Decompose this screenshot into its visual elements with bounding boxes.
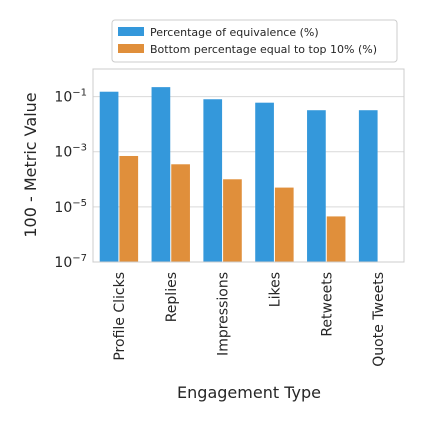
legend-label-bottom-percentage: Bottom percentage equal to top 10% (%): [150, 43, 377, 56]
plot-frame: [92, 68, 405, 263]
y-tick-label: 10−7: [54, 253, 87, 271]
y-axis-ticks: 10−7 10−5 10−3 10−1: [54, 88, 87, 271]
x-axis-ticks: Profile Clicks Replies Impressions Likes Ret…: [112, 272, 387, 367]
bar-bottom-percentage-retweets: [326, 216, 346, 262]
bar-equivalence-retweets: [307, 110, 326, 262]
x-tick-label: Impressions: [216, 272, 232, 356]
bar-bottom-percentage-profile-clicks: [119, 155, 139, 262]
legend-swatch-equivalence: [118, 27, 144, 36]
y-tick-label: 10−3: [54, 143, 87, 161]
legend-swatch-bottom-percentage: [118, 44, 144, 53]
y-tick-label: 10−5: [54, 198, 87, 216]
legend-box: [111, 19, 398, 63]
x-tick-label: Replies: [164, 272, 180, 322]
plot-area: [93, 69, 404, 262]
legend: Percentage of equivalence (%) Bottom per…: [111, 19, 398, 63]
x-tick-label: Profile Clicks: [112, 272, 128, 361]
bar-equivalence-quote-tweets: [358, 110, 378, 262]
bar-bottom-percentage-likes: [274, 187, 294, 262]
bar-equivalence-impressions: [203, 99, 223, 262]
bars: [99, 87, 378, 263]
x-tick-label: Likes: [267, 272, 283, 307]
x-axis-label: Engagement Type: [177, 383, 321, 402]
y-tick-label: 10−1: [54, 88, 87, 106]
bar-bottom-percentage-impressions: [223, 179, 242, 262]
x-tick-label: Quote Tweets: [371, 272, 387, 367]
legend-label-equivalence: Percentage of equivalence (%): [150, 26, 319, 39]
bar-bottom-percentage-replies: [171, 164, 190, 262]
bar-equivalence-likes: [255, 102, 274, 263]
x-tick-label: Retweets: [319, 272, 335, 337]
bar-equivalence-replies: [151, 87, 171, 263]
y-axis-label: 100 - Metric Value: [21, 92, 40, 237]
bar-equivalence-profile-clicks: [99, 91, 119, 262]
